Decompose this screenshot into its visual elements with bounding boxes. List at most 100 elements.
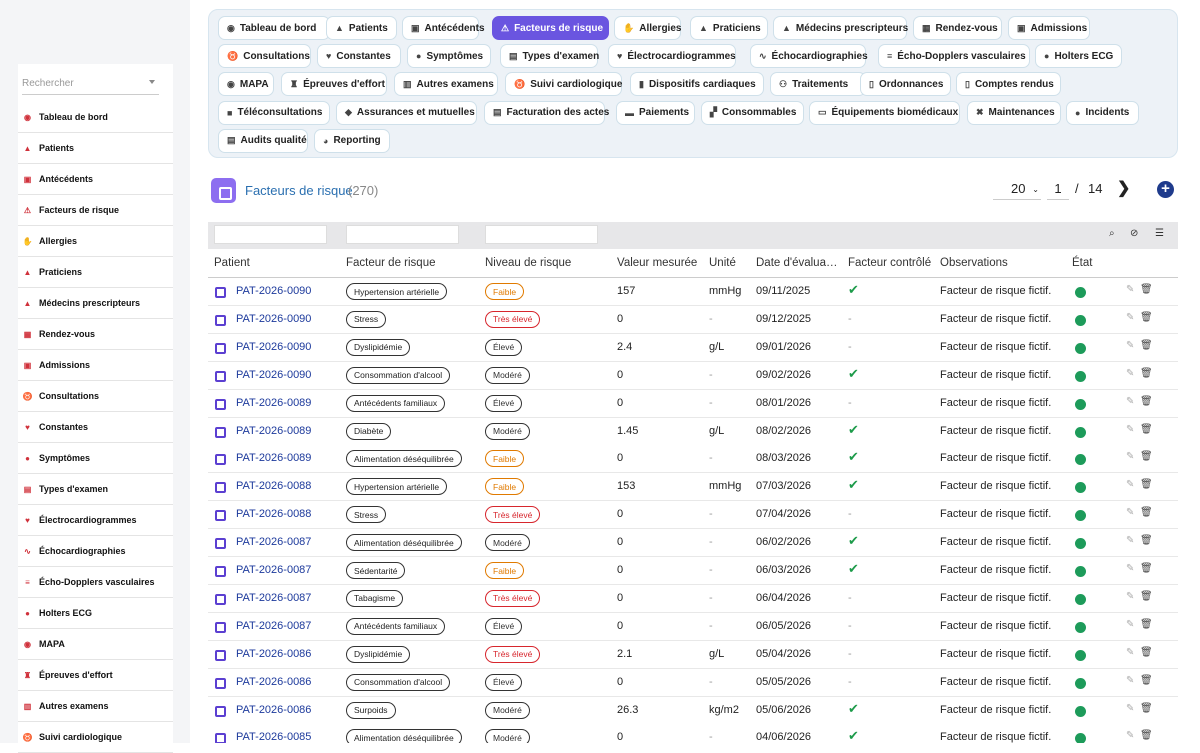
tab-item[interactable]: ▣ Admissions [1008,16,1090,40]
table-row[interactable]: PAT-2026-0086 Surpoids Modéré 26.3 kg/m2 05/0… [208,697,1178,725]
column-header[interactable]: Facteur de risque [346,257,436,269]
patient-filter-input[interactable] [214,225,327,244]
trash-icon[interactable]: 🗑 [1140,339,1153,351]
tab-item[interactable]: ◆ Assurances et mutuelles [336,100,477,125]
sidebar-item[interactable]: ▣ Admissions [18,350,173,381]
sidebar-item[interactable]: ✋ Allergies [18,226,173,257]
edit-icon[interactable]: ✎ [1126,646,1135,658]
sidebar-item[interactable]: ▲ Médecins prescripteurs [18,288,173,319]
tab-item[interactable]: ▦ Rendez-vous [913,16,1002,40]
tab-item[interactable]: ▤ Facturation des actes [484,100,609,125]
trash-icon[interactable]: 🗑 [1140,451,1153,463]
tab-item[interactable]: ◕ Reporting [314,128,390,153]
tab-item[interactable]: ◉ Tableau de bord [218,16,330,40]
tab-item[interactable]: ● Incidents [1066,100,1139,125]
edit-icon[interactable]: ✎ [1126,702,1135,714]
tab-item[interactable]: ▥ Autres examens [394,72,498,97]
clear-filter-icon[interactable]: ⊘ [1130,228,1139,239]
sidebar-item[interactable]: ♉ Suivi cardiologique [18,722,173,753]
column-header[interactable]: Unité [709,257,736,269]
table-row[interactable]: PAT-2026-0087 Tabagisme Très élevé 0 - 06/04/… [208,585,1178,613]
table-row[interactable]: PAT-2026-0087 Antécédents familiaux Élevé 0… [208,612,1178,641]
column-header[interactable]: Facteur contrôlé [848,257,932,269]
table-row[interactable]: PAT-2026-0086 Consommation d'alcool Élevé 0… [208,668,1178,697]
factor-filter-input[interactable] [346,225,459,244]
trash-icon[interactable]: 🗑 [1140,535,1153,547]
edit-icon[interactable]: ✎ [1126,674,1135,686]
table-row[interactable]: PAT-2026-0086 Dyslipidémie Très élevé 2.1 g/… [208,641,1178,669]
trash-icon[interactable]: 🗑 [1140,730,1153,742]
sidebar-item[interactable]: ♥ Électrocardiogrammes [18,505,173,536]
level-filter-input[interactable] [485,225,598,244]
current-page-input[interactable]: 1 [1047,178,1069,200]
add-button[interactable]: + [1157,181,1174,198]
table-row[interactable]: PAT-2026-0087 Alimentation déséquilibrée M… [208,529,1178,558]
edit-icon[interactable]: ✎ [1126,339,1135,351]
edit-icon[interactable]: ✎ [1126,451,1135,463]
tab-item[interactable]: ▣ Antécédents [402,16,485,40]
column-header[interactable]: Patient [214,257,250,269]
sidebar-search-input[interactable]: Rechercher [22,73,159,95]
table-row[interactable]: PAT-2026-0088 Hypertension artérielle Faib… [208,473,1178,502]
edit-icon[interactable]: ✎ [1126,535,1135,547]
trash-icon[interactable]: 🗑 [1140,423,1153,435]
edit-icon[interactable]: ✎ [1126,395,1135,407]
patient-link[interactable]: PAT-2026-0087 [236,619,312,632]
tab-item[interactable]: ▮ Dispositifs cardiaques [630,72,764,97]
tab-item[interactable]: ♥ Électrocardiogrammes [608,44,736,69]
patient-link[interactable]: PAT-2026-0087 [236,591,312,604]
patient-link[interactable]: PAT-2026-0090 [236,312,312,325]
patient-link[interactable]: PAT-2026-0088 [236,508,312,521]
sidebar-item[interactable]: ◉ Tableau de bord [18,102,173,133]
edit-icon[interactable]: ✎ [1126,311,1135,323]
patient-link[interactable]: PAT-2026-0086 [236,647,312,660]
trash-icon[interactable]: 🗑 [1140,479,1153,491]
tab-item[interactable]: ■ Téléconsultations [218,100,330,125]
tab-item[interactable]: ✖ Maintenances [967,100,1061,125]
chevron-down-icon[interactable] [149,80,155,84]
tab-item[interactable]: ▭ Équipements biomédicaux [809,100,960,125]
page-size-select[interactable]: 20 ⌄ [993,178,1041,200]
trash-icon[interactable]: 🗑 [1140,618,1153,630]
column-header[interactable]: État [1072,257,1093,269]
tab-item[interactable]: ◉ MAPA [218,72,274,97]
sidebar-item[interactable]: ≡ Écho-Dopplers vasculaires [18,567,173,598]
patient-link[interactable]: PAT-2026-0088 [236,480,312,493]
sidebar-item[interactable]: ◉ MAPA [18,629,173,660]
edit-icon[interactable]: ✎ [1126,618,1135,630]
tab-item[interactable]: ● Holters ECG [1035,44,1122,69]
table-row[interactable]: PAT-2026-0089 Diabète Modéré 1.45 g/L 08/02/2… [208,418,1178,446]
tab-item[interactable]: ▯ Ordonnances [860,72,951,97]
trash-icon[interactable]: 🗑 [1140,507,1153,519]
tab-item[interactable]: ✋ Allergies [614,16,681,40]
sidebar-item[interactable]: ⚠ Facteurs de risque [18,195,173,226]
patient-link[interactable]: PAT-2026-0090 [236,340,312,353]
table-row[interactable]: PAT-2026-0089 Alimentation déséquilibrée F… [208,445,1178,474]
columns-icon[interactable]: ☰ [1155,228,1164,239]
sidebar-item[interactable]: ▲ Praticiens [18,257,173,288]
tab-item[interactable]: ▯ Comptes rendus [956,72,1061,97]
patient-link[interactable]: PAT-2026-0087 [236,536,312,549]
table-row[interactable]: PAT-2026-0089 Antécédents familiaux Élevé 0… [208,389,1178,418]
patient-link[interactable]: PAT-2026-0090 [236,285,312,297]
tab-item[interactable]: ▤ Types d'examen [500,44,599,69]
tab-item[interactable]: ♉ Suivi cardiologique [505,72,622,97]
tab-item[interactable]: ● Symptômes [407,44,491,69]
table-row[interactable]: PAT-2026-0090 Consommation d'alcool Modéré… [208,362,1178,390]
tab-item[interactable]: ≡ Écho-Dopplers vasculaires [878,44,1030,69]
patient-link[interactable]: PAT-2026-0090 [236,368,312,381]
sidebar-item[interactable]: ▲ Patients [18,133,173,164]
sidebar-item[interactable]: ♉ Consultations [18,381,173,412]
trash-icon[interactable]: 🗑 [1140,284,1153,295]
patient-link[interactable]: PAT-2026-0089 [236,424,312,437]
tab-item[interactable]: ♉ Consultations [218,44,311,69]
sidebar-item[interactable]: ♜ Épreuves d'effort [18,660,173,691]
table-row[interactable]: PAT-2026-0085 Alimentation déséquilibrée M… [208,724,1178,743]
table-row[interactable]: PAT-2026-0090 Dyslipidémie Élevé 2.4 g/L 09/0… [208,333,1178,362]
patient-link[interactable]: PAT-2026-0086 [236,675,312,688]
next-page-button[interactable]: ❯ [1117,180,1131,197]
sidebar-item[interactable]: ● Holters ECG [18,598,173,629]
tab-item[interactable]: ♥ Constantes [317,44,401,69]
edit-icon[interactable]: ✎ [1126,590,1135,602]
tab-item[interactable]: ⚠ Facteurs de risque [492,16,609,40]
